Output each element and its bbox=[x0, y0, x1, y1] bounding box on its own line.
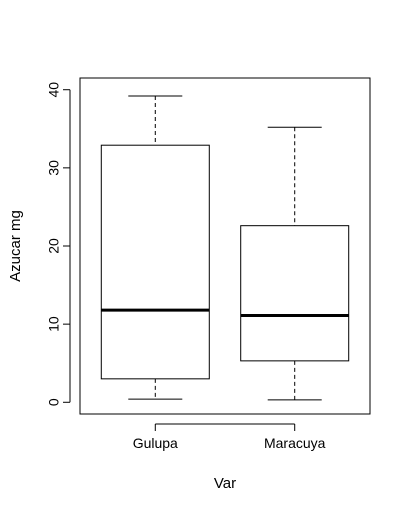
x-axis: Gulupa Maracuya bbox=[133, 423, 326, 451]
y-tick-label: 10 bbox=[46, 316, 62, 332]
plot-frame bbox=[79, 77, 371, 415]
y-axis-title: Azucar mg bbox=[7, 210, 24, 282]
iqr-box bbox=[100, 144, 210, 380]
box-gulupa bbox=[100, 95, 210, 400]
box-maracuya bbox=[240, 126, 350, 401]
y-axis: 0 10 20 30 40 bbox=[46, 82, 71, 406]
y-tick-label: 20 bbox=[46, 238, 62, 254]
x-axis-title: Var bbox=[214, 475, 236, 492]
x-tick-label: Gulupa bbox=[133, 435, 178, 451]
iqr-box bbox=[240, 225, 350, 362]
boxes bbox=[100, 95, 350, 401]
y-tick-label: 0 bbox=[46, 398, 62, 406]
x-tick-label: Maracuya bbox=[264, 435, 326, 451]
y-tick-label: 30 bbox=[46, 160, 62, 176]
y-tick-label: 40 bbox=[46, 82, 62, 98]
